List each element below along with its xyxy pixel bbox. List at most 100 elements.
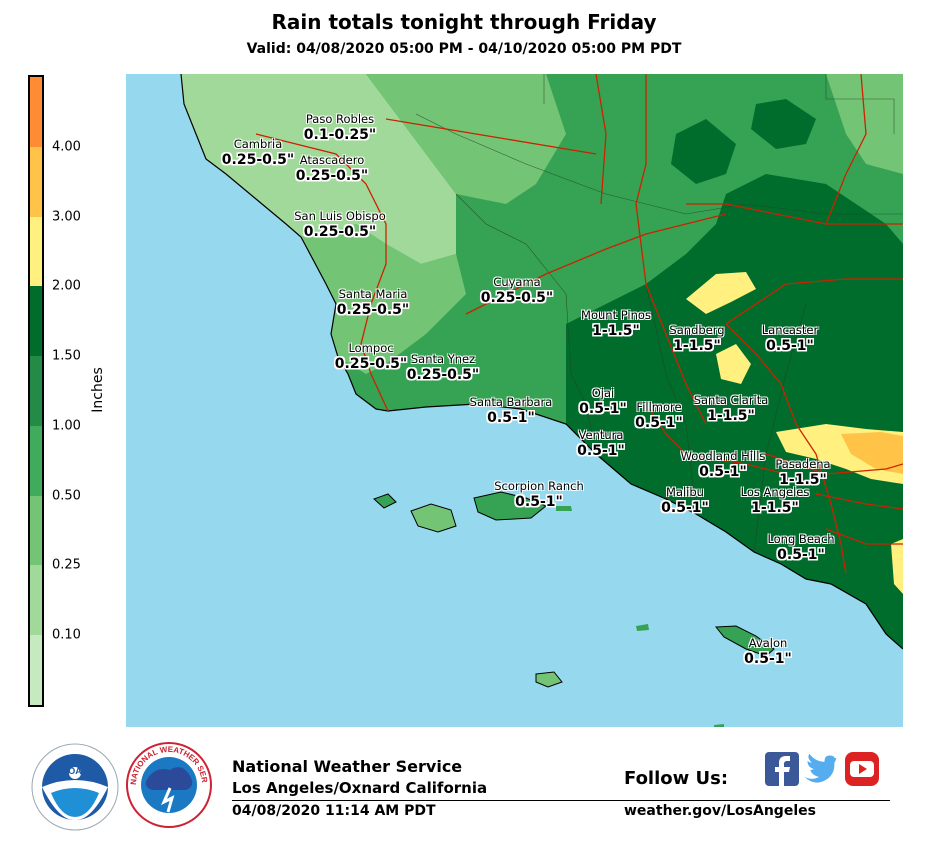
highways — [255, 74, 903, 575]
coastline — [180, 74, 903, 650]
colorbar-tick-label: 1.50 — [52, 348, 81, 364]
colorbar-bin — [30, 216, 42, 287]
light-rain-band — [181, 74, 456, 264]
city-name: Lompoc — [348, 341, 394, 355]
city-name: Lancaster — [761, 323, 819, 337]
city-label: Santa Clarita 1-1.5" — [694, 394, 769, 424]
rain-total: 1-1.5" — [707, 408, 755, 425]
twitter-icon[interactable] — [803, 752, 837, 786]
rain-total: 1-1.5" — [592, 323, 640, 340]
island-anacapa — [556, 506, 572, 511]
city-name: Long Beach — [767, 532, 835, 546]
rain-total: 0.5-1" — [487, 410, 535, 427]
rain-total: 0.5-1" — [744, 651, 792, 668]
noaa-logo[interactable]: NOAA — [31, 743, 119, 831]
nws-logo[interactable]: NATIONAL WEATHER SERVICE — [123, 733, 212, 830]
county-boundaries — [415, 74, 903, 553]
colorbar-bin — [30, 76, 42, 147]
colorbar-tick-label: 3.00 — [52, 209, 81, 225]
footer-office: Los Angeles/Oxnard California — [232, 779, 488, 797]
city-name: Avalon — [748, 636, 788, 650]
rain-total: 1-1.5" — [779, 472, 827, 489]
city-label: Long Beach 0.5-1" — [767, 533, 834, 563]
rain-total: 0.5-1" — [577, 443, 625, 460]
island-santa-barbara — [636, 624, 649, 631]
colorbar-tick-label: 0.50 — [52, 488, 81, 504]
city-label: Los Angeles 1-1.5" — [741, 486, 810, 516]
rain-total: 0.5-1" — [579, 401, 627, 418]
moderate-rain-band — [301, 224, 466, 374]
city-label: Pasadena 1-1.5" — [775, 458, 830, 488]
colorbar-bin — [30, 635, 42, 705]
rain-total: 0.1-0.25" — [303, 127, 377, 144]
city-name: Fillmore — [636, 400, 682, 414]
island-san-clemente — [714, 724, 724, 727]
facebook-icon[interactable] — [765, 752, 799, 786]
rain-total: 0.25-0.5" — [221, 152, 295, 169]
city-name: Cambria — [233, 137, 283, 151]
rain-total: 0.5-1" — [699, 464, 747, 481]
island-santa-rosa — [410, 503, 457, 533]
colorbar-bin — [30, 355, 42, 426]
map-title: Rain totals tonight through Friday — [271, 10, 657, 34]
city-name: Santa Maria — [338, 287, 408, 301]
city-label: Lompoc 0.25-0.5" — [335, 342, 407, 372]
city-label: Santa Maria 0.25-0.5" — [337, 288, 409, 318]
city-name: Woodland Hills — [680, 449, 766, 463]
website-link[interactable]: weather.gov/LosAngeles — [624, 803, 816, 819]
city-label: Santa Barbara 0.5-1" — [470, 396, 553, 426]
colorbar-tick-label: 0.25 — [52, 557, 81, 573]
island-san-nicolas — [535, 671, 563, 688]
rain-total: 0.5-1" — [661, 500, 709, 517]
colorbar-bin — [30, 425, 42, 496]
city-name: Ventura — [578, 428, 624, 442]
city-label: Ventura 0.5-1" — [577, 429, 625, 459]
issued-time: 04/08/2020 11:14 AM PDT — [232, 803, 436, 819]
colorbar-tick-label: 0.10 — [52, 627, 81, 643]
heavy-rain-cell — [671, 119, 736, 184]
rain-total: 0.25-0.5" — [334, 356, 408, 373]
colorbar-bin — [30, 146, 42, 217]
city-label: Mount Pinos 1-1.5" — [581, 309, 651, 339]
city-name: Scorpion Ranch — [494, 479, 584, 493]
rain-total: 1-1.5" — [751, 500, 799, 517]
youtube-icon[interactable] — [845, 752, 879, 786]
city-name: Malibu — [666, 485, 704, 499]
colorbar-tick-label: 1.00 — [52, 418, 81, 434]
colorbar-tick-label: 4.00 — [52, 139, 81, 155]
high-rain-area-4 — [891, 539, 903, 594]
city-label: Paso Robles 0.1-0.25" — [304, 113, 376, 143]
rain-total: 0.25-0.5" — [295, 168, 369, 185]
city-name: Santa Clarita — [693, 393, 769, 407]
city-label: San Luis Obispo 0.25-0.5" — [294, 210, 386, 240]
city-label: Santa Ynez 0.25-0.5" — [407, 353, 479, 383]
colorbar-bin — [30, 286, 42, 357]
valid-period: Valid: 04/08/2020 05:00 PM - 04/10/2020 … — [246, 41, 682, 57]
high-rain-area-1 — [686, 272, 756, 314]
city-name: San Luis Obispo — [294, 209, 386, 223]
city-label: Malibu 0.5-1" — [661, 486, 709, 516]
city-name: Santa Ynez — [410, 352, 476, 366]
rain-total: 0.5-1" — [777, 547, 825, 564]
city-name: Mount Pinos — [581, 308, 651, 322]
rain-total: 0.5-1" — [766, 338, 814, 355]
heavy-rain-cell-2 — [751, 99, 816, 149]
colorbar-bin — [30, 565, 42, 636]
colorbar — [28, 75, 44, 707]
colorbar-tick-label: 2.00 — [52, 278, 81, 294]
island-san-miguel — [373, 493, 397, 509]
footer-divider — [232, 800, 890, 801]
city-name: Santa Barbara — [469, 395, 553, 409]
city-label: Cambria 0.25-0.5" — [222, 138, 294, 168]
city-name: Pasadena — [775, 457, 831, 471]
city-label: Ojai 0.5-1" — [579, 387, 627, 417]
rain-total: 0.25-0.5" — [303, 224, 377, 241]
map-canvas — [126, 74, 903, 727]
noaa-logo-text: NOAA — [62, 766, 89, 776]
city-name: Ojai — [591, 386, 615, 400]
city-label: Woodland Hills 0.5-1" — [681, 450, 766, 480]
colorbar-unit-label: Inches — [90, 367, 106, 413]
rain-total: 0.25-0.5" — [406, 367, 480, 384]
heavy-rain-core — [566, 174, 903, 649]
city-label: Sandberg 1-1.5" — [669, 324, 724, 354]
